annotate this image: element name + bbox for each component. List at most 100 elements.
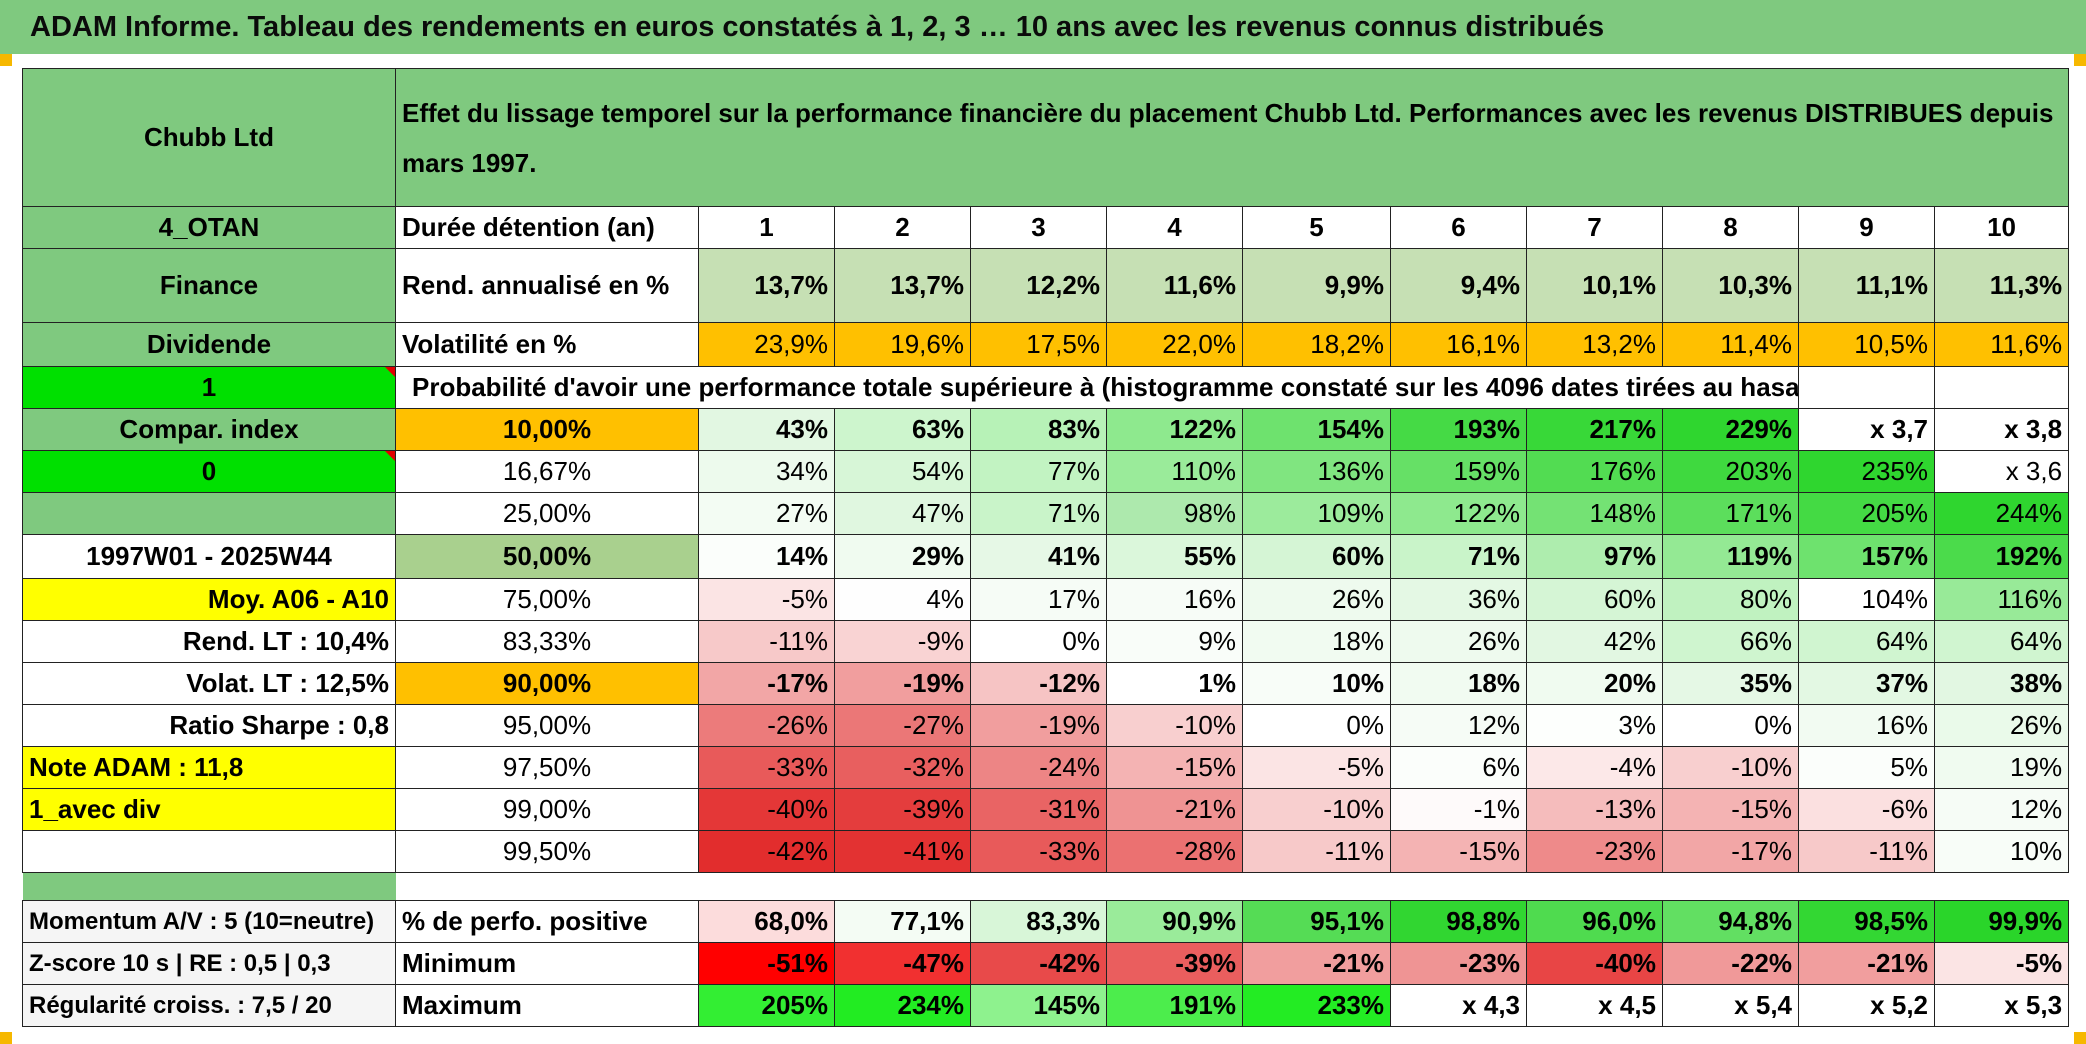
prob-cell: 136% xyxy=(1242,450,1391,493)
year-9: 9 xyxy=(1798,206,1935,249)
prob-cell: -13% xyxy=(1526,788,1663,831)
vol-cell: 11,6% xyxy=(1933,322,2070,367)
rend-cell: 9,9% xyxy=(1242,248,1391,323)
type-label: Dividende xyxy=(22,322,396,367)
prob-cell: 66% xyxy=(1662,620,1799,663)
prob-row: 1997W01 - 2025W44 50,00% 14% 29% 41% 55%… xyxy=(22,534,2070,579)
rend-cell: 10,3% xyxy=(1662,248,1799,323)
maximum-label: Maximum xyxy=(395,984,699,1027)
prob-cell: -5% xyxy=(698,578,835,621)
minimum-cell: -51% xyxy=(698,942,835,985)
compar-index-label: Compar. index xyxy=(22,408,396,451)
mode-label: 1_avec div xyxy=(22,788,396,831)
positive-row: Momentum A/V : 5 (10=neutre) % de perfo.… xyxy=(22,900,2070,943)
positive-label: % de perfo. positive xyxy=(395,900,699,943)
prob-cell: -33% xyxy=(698,746,835,789)
prob-cell: -15% xyxy=(1662,788,1799,831)
prob-cell: 192% xyxy=(1933,534,2070,579)
minimum-cell: -42% xyxy=(970,942,1107,985)
minimum-cell: -5% xyxy=(1933,942,2070,985)
table-description: Effet du lissage temporel sur la perform… xyxy=(394,68,2070,207)
prob-cell: 157% xyxy=(1798,534,1935,579)
sharpe-label: Ratio Sharpe : 0,8 xyxy=(22,704,396,747)
flag-one-value: 1 xyxy=(201,372,217,402)
rend-cell: 11,3% xyxy=(1933,248,2070,323)
positive-cell: 83,3% xyxy=(970,900,1107,943)
prob-cell: 110% xyxy=(1106,450,1243,493)
volat-lt-label: Volat. LT : 12,5% xyxy=(22,662,396,705)
moy-label: Moy. A06 - A10 xyxy=(22,578,396,621)
minimum-cell: -21% xyxy=(1798,942,1935,985)
prob-cell: -24% xyxy=(970,746,1107,789)
prob-cell: 98% xyxy=(1106,492,1243,535)
flag-zero-value: 0 xyxy=(201,456,217,486)
rend-cell: 12,2% xyxy=(970,248,1107,323)
prob-cell: 17% xyxy=(970,578,1107,621)
prob-cell: -17% xyxy=(1662,830,1799,873)
prob-cell: -40% xyxy=(698,788,835,831)
minimum-cell: -39% xyxy=(1106,942,1243,985)
maximum-cell: 234% xyxy=(834,984,971,1027)
prob-cell: 0% xyxy=(1662,704,1799,747)
maximum-cell: x 4,3 xyxy=(1390,984,1527,1027)
prob-cell: 80% xyxy=(1662,578,1799,621)
prob-cell: 34% xyxy=(698,450,835,493)
note-label: Note ADAM : 11,8 xyxy=(22,746,396,789)
prob-cell: -41% xyxy=(834,830,971,873)
prob-cell: 60% xyxy=(1526,578,1663,621)
returns-table: Chubb Ltd Effet du lissage temporel sur … xyxy=(22,68,2070,1027)
prob-cell: -27% xyxy=(834,704,971,747)
corner-marker xyxy=(0,54,12,66)
vol-cell: 17,5% xyxy=(970,322,1107,367)
prob-threshold: 97,50% xyxy=(395,746,699,789)
prob-cell: 41% xyxy=(970,534,1107,579)
minimum-cell: -22% xyxy=(1662,942,1799,985)
year-2: 2 xyxy=(834,206,971,249)
prob-cell: -31% xyxy=(970,788,1107,831)
maximum-row: Régularité croiss. : 7,5 / 20 Maximum 20… xyxy=(22,984,2070,1027)
prob-threshold: 50,00% xyxy=(395,534,699,579)
prob-cell: -26% xyxy=(698,704,835,747)
prob-cell: 122% xyxy=(1106,408,1243,451)
prob-threshold: 99,00% xyxy=(395,788,699,831)
prob-cell: 104% xyxy=(1798,578,1935,621)
positive-cell: 98,8% xyxy=(1390,900,1527,943)
year-3: 3 xyxy=(970,206,1107,249)
corner-marker xyxy=(2074,1032,2086,1044)
vol-label: Volatilité en % xyxy=(395,322,699,367)
prob-cell: -4% xyxy=(1526,746,1663,789)
prob-cell: 47% xyxy=(834,492,971,535)
proba-caption: Probabilité d'avoir une performance tota… xyxy=(395,366,1799,409)
prob-cell: -39% xyxy=(834,788,971,831)
prob-cell: -28% xyxy=(1106,830,1243,873)
prob-cell: -12% xyxy=(970,662,1107,705)
report-title: ADAM Informe. Tableau des rendements en … xyxy=(0,0,2086,54)
minimum-cell: -23% xyxy=(1390,942,1527,985)
prob-cell: 171% xyxy=(1662,492,1799,535)
rend-cell: 11,1% xyxy=(1798,248,1935,323)
prob-cell: -33% xyxy=(970,830,1107,873)
prob-threshold: 10,00% xyxy=(395,408,699,451)
year-7: 7 xyxy=(1526,206,1663,249)
prob-cell: 60% xyxy=(1242,534,1391,579)
prob-row: 25,00% 27% 47% 71% 98% 109% 122% 148% 17… xyxy=(22,492,2070,535)
prob-cell: 12% xyxy=(1390,704,1527,747)
momentum-label: Momentum A/V : 5 (10=neutre) xyxy=(22,900,396,943)
prob-cell: -10% xyxy=(1662,746,1799,789)
prob-cell: -42% xyxy=(698,830,835,873)
prob-cell: 193% xyxy=(1390,408,1527,451)
prob-cell: -17% xyxy=(698,662,835,705)
prob-cell: 176% xyxy=(1526,450,1663,493)
maximum-cell: x 5,2 xyxy=(1798,984,1935,1027)
prob-cell: 18% xyxy=(1390,662,1527,705)
prob-cell: 1% xyxy=(1106,662,1243,705)
year-6: 6 xyxy=(1390,206,1527,249)
prob-row: 0 16,67% 34% 54% 77% 110% 136% 159% 176%… xyxy=(22,450,2070,493)
prob-cell: -11% xyxy=(1242,830,1391,873)
vol-cell: 23,9% xyxy=(698,322,835,367)
prob-row: Note ADAM : 11,8 97,50% -33% -32% -24% -… xyxy=(22,746,2070,789)
prob-cell: -5% xyxy=(1242,746,1391,789)
prob-cell: 83% xyxy=(970,408,1107,451)
rend-cell: 13,7% xyxy=(698,248,835,323)
zscore-label: Z-score 10 s | RE : 0,5 | 0,3 xyxy=(22,942,396,985)
